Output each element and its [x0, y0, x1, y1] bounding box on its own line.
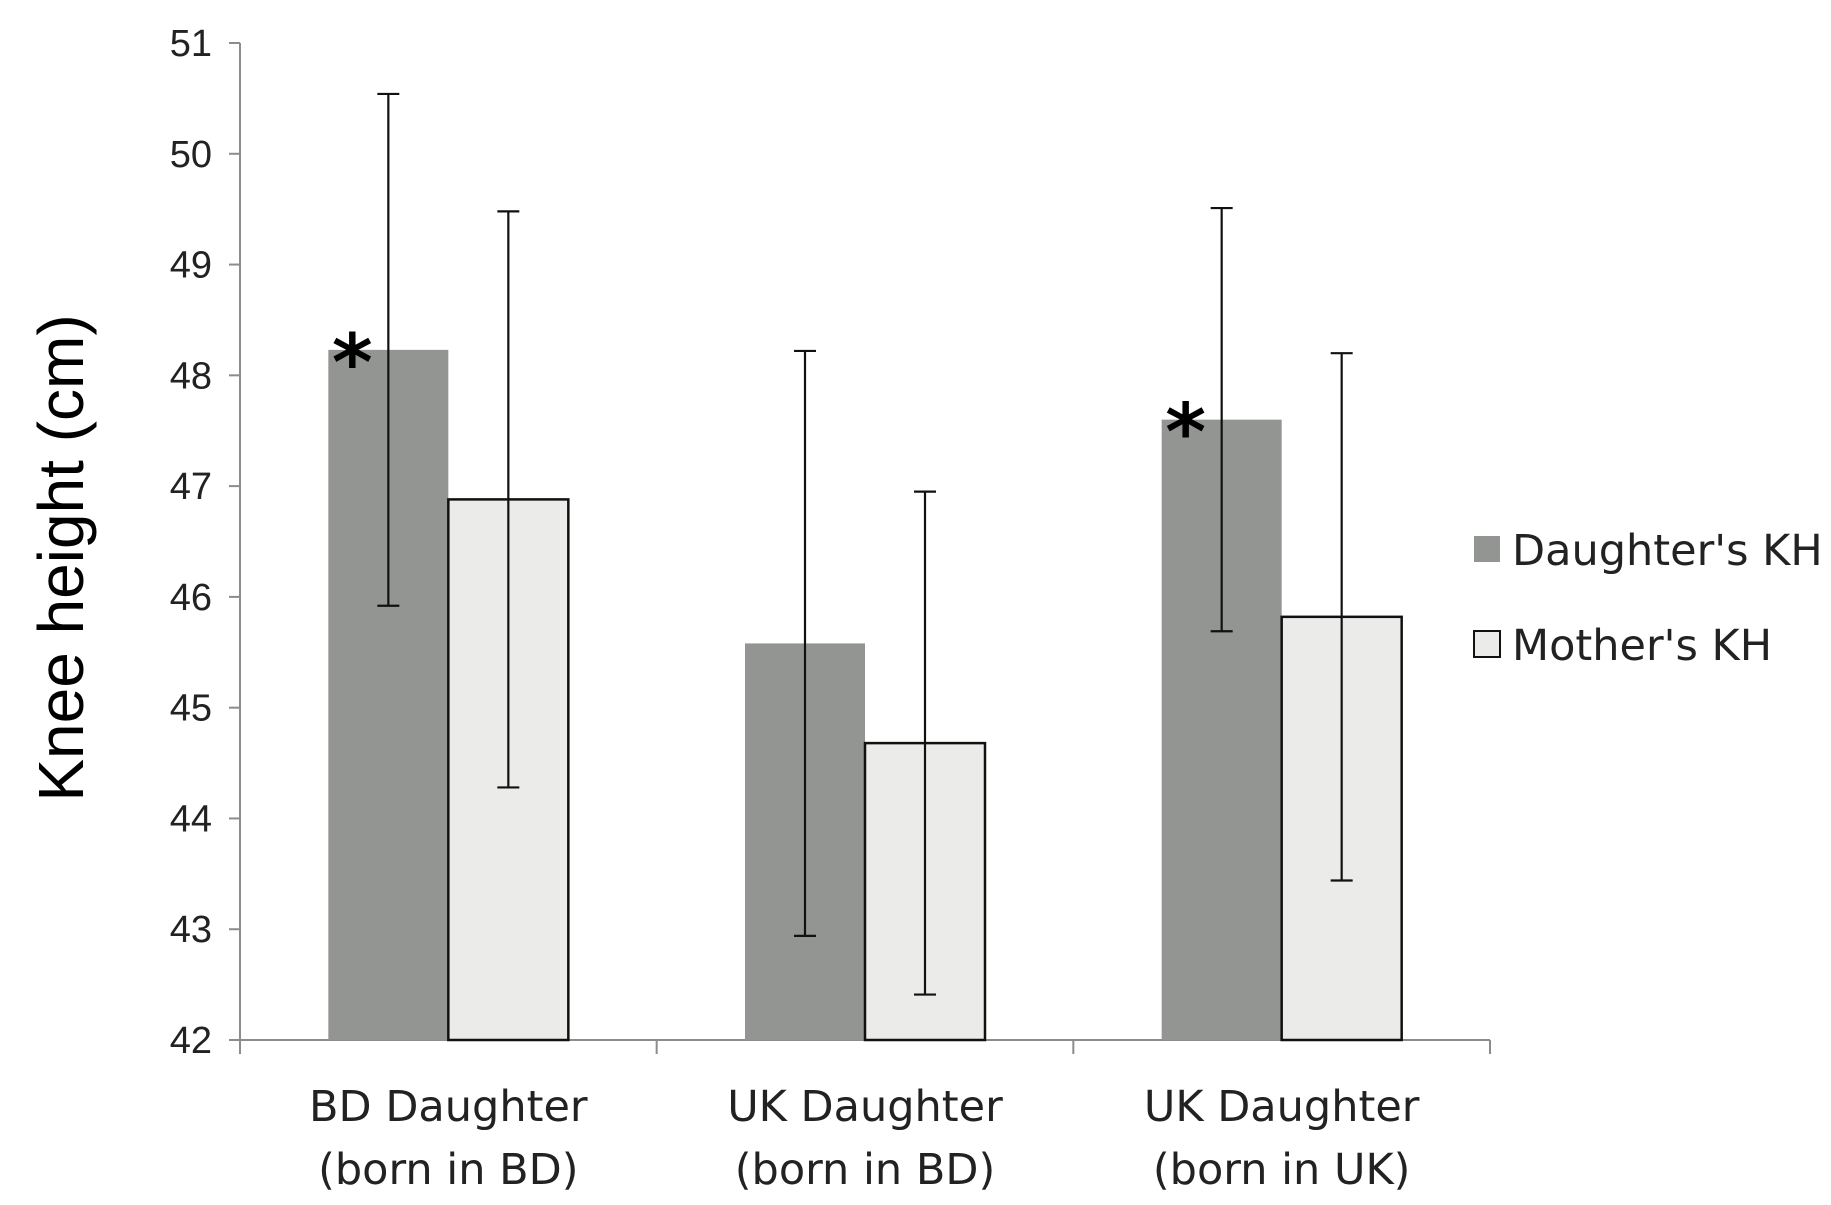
x-category-label: BD Daughter [309, 1082, 588, 1132]
x-category-label: UK Daughter [1144, 1082, 1420, 1132]
x-category-label: (born in BD) [318, 1145, 578, 1195]
bars [328, 349, 1403, 1042]
x-category-label: UK Daughter [727, 1082, 1003, 1132]
y-tick-label: 45 [170, 688, 212, 730]
legend-label: Daughter's KH [1512, 526, 1823, 576]
significance-star: * [332, 319, 373, 409]
x-axis: BD Daughter (born in BD) UK Daughter (born … [239, 1039, 1491, 1195]
legend-label: Mother's KH [1512, 621, 1772, 671]
x-category-label: (born in BD) [735, 1145, 995, 1195]
legend: Daughter's KH Mother's KH [1473, 526, 1823, 671]
y-tick-label: 46 [170, 577, 212, 619]
legend-swatch-mother [1473, 630, 1501, 658]
y-tick-label: 43 [170, 909, 212, 951]
y-tick-label: 48 [170, 355, 212, 397]
x-category-label: (born in UK) [1153, 1145, 1411, 1195]
y-axis-title: Knee height (cm) [25, 314, 97, 801]
y-tick-label: 49 [170, 245, 212, 287]
significance-markers: ** [332, 319, 1206, 479]
y-axis: 42 43 44 45 46 47 48 49 50 51 [170, 23, 241, 1062]
error-bars [377, 92, 1353, 996]
y-tick-label: 44 [170, 798, 212, 840]
y-tick-label: 42 [170, 1020, 212, 1062]
significance-star: * [1165, 389, 1206, 479]
y-tick-label: 51 [170, 23, 212, 65]
y-tick-label: 47 [170, 466, 212, 508]
legend-swatch-daughter [1474, 536, 1500, 562]
y-tick-label: 50 [170, 134, 212, 176]
